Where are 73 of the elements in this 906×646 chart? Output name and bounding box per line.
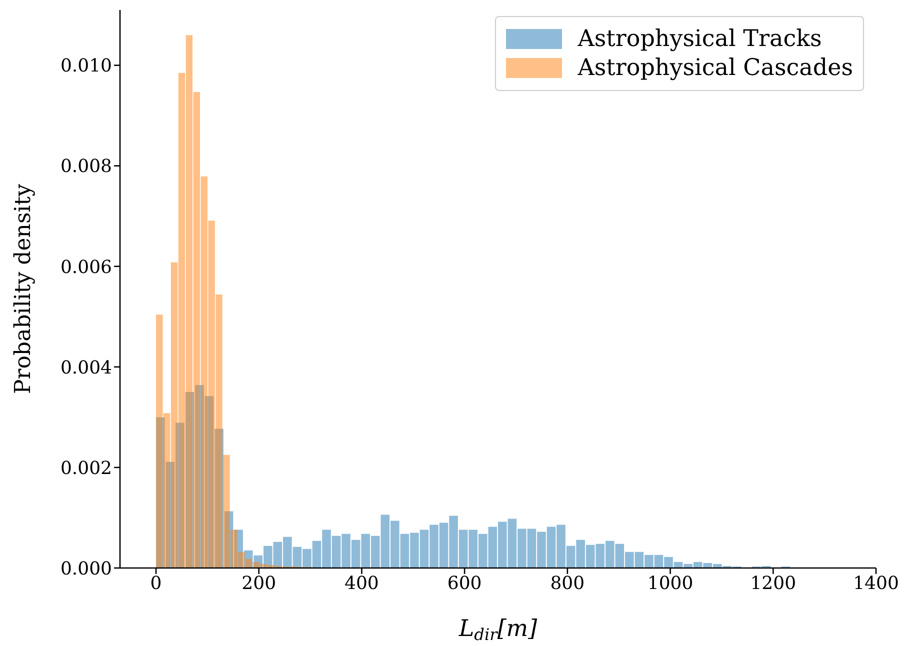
bar [605, 540, 614, 568]
bar [439, 522, 448, 568]
bar [156, 314, 163, 568]
x-tick-label: 1200 [750, 572, 796, 594]
bar [634, 552, 644, 568]
bar [586, 544, 595, 568]
bar [186, 35, 193, 568]
bar [644, 554, 654, 568]
legend-label: Astrophysical Cascades [578, 55, 853, 81]
y-tick-label: 0.010 [60, 56, 112, 77]
bar [625, 552, 634, 568]
bar [342, 534, 350, 568]
y-axis-title: Probability density [11, 183, 36, 394]
bar [615, 544, 624, 568]
x-tick-label: 1000 [647, 572, 694, 594]
bar [230, 530, 238, 568]
bar [478, 534, 488, 568]
bar [370, 536, 380, 568]
bar [273, 542, 282, 568]
bar [508, 518, 517, 568]
bar [546, 526, 556, 568]
bar [223, 454, 230, 568]
bar [312, 540, 322, 568]
bar [654, 554, 664, 568]
bar [596, 544, 605, 568]
bar [410, 532, 419, 568]
bar [380, 514, 390, 568]
x-tick-label: 400 [344, 572, 379, 594]
bar [208, 220, 215, 568]
bar [170, 262, 178, 568]
y-tick-label: 0.000 [60, 558, 112, 580]
x-axis-title: L$_{dir}$[m] [458, 616, 538, 644]
y-tick-label: 0.002 [60, 458, 112, 479]
y-tick-label: 0.006 [60, 256, 112, 278]
bar [488, 526, 498, 568]
y-tick-label: 0.004 [60, 357, 112, 378]
bar [449, 516, 458, 568]
bar [527, 528, 536, 568]
bar [518, 528, 526, 568]
bar [458, 530, 468, 568]
bar [430, 524, 438, 568]
bar [332, 536, 341, 568]
bar [283, 536, 292, 568]
bar [468, 530, 478, 568]
bar [178, 72, 186, 568]
legend-label: Astrophysical Tracks [578, 26, 822, 52]
x-tick-label: 0 [150, 572, 162, 594]
bar [193, 92, 200, 568]
bar [200, 176, 208, 568]
bar [351, 540, 360, 568]
y-tick-label: 0.008 [60, 156, 112, 178]
bar [292, 546, 302, 568]
bar [245, 558, 252, 568]
bar [420, 530, 429, 568]
bar [556, 524, 566, 568]
bar [400, 534, 410, 568]
x-tick-label: 200 [242, 572, 276, 594]
bar [537, 532, 546, 568]
bar [361, 534, 370, 568]
bar [302, 548, 312, 568]
bar [163, 413, 170, 568]
bar [703, 562, 712, 568]
x-tick-label: 600 [447, 572, 482, 594]
bar [322, 530, 331, 568]
bar [238, 552, 245, 568]
bar [566, 546, 576, 568]
bar [216, 294, 222, 568]
x-tick-label: 800 [550, 572, 585, 594]
x-tick-label: 1400 [853, 572, 899, 594]
bar [664, 556, 673, 568]
bar [390, 520, 400, 568]
bar [498, 522, 507, 568]
bar [576, 540, 585, 568]
